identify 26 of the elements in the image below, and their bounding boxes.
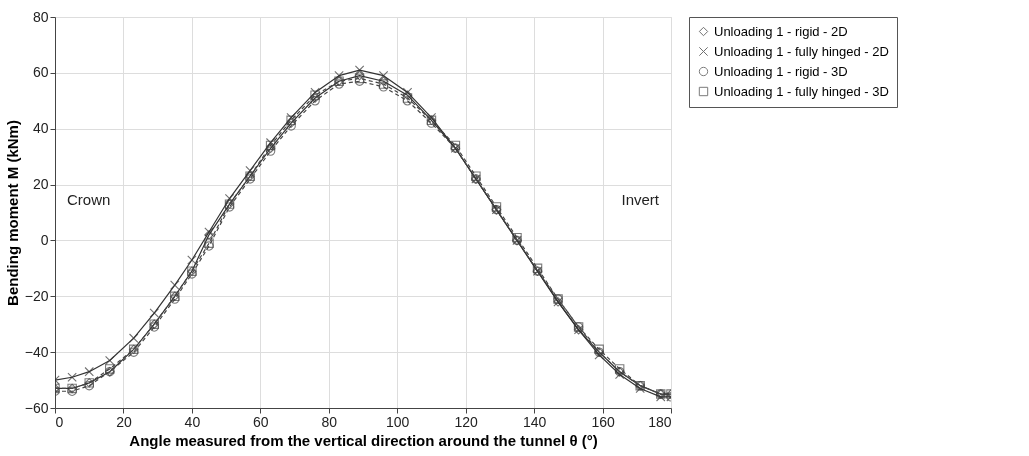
y-tick-label: 60 <box>32 64 49 81</box>
legend-label: Unloading 1 - rigid - 3D <box>714 63 848 79</box>
y-axis-title: Bending moment M (kNm) <box>3 120 21 306</box>
x-tick-label: 100 <box>386 413 410 430</box>
y-tick-label: 20 <box>32 176 49 193</box>
x-tick-label: 0 <box>55 413 64 430</box>
y-tick-label: 40 <box>32 120 49 137</box>
x-tick-label: 60 <box>253 413 269 430</box>
legend-label: Unloading 1 - rigid - 2D <box>714 23 848 39</box>
y-tick-label: −60 <box>24 399 49 416</box>
y-tick-label: −40 <box>24 343 49 360</box>
x-axis-title: Angle measured from the vertical direction around the tunnel θ (°) <box>129 431 598 449</box>
x-tick-label: 160 <box>591 413 615 430</box>
y-tick-label: −20 <box>24 287 49 304</box>
x-tick-label: 20 <box>116 413 132 430</box>
y-tick-label: 80 <box>32 8 49 25</box>
x-tick-label: 40 <box>184 413 201 430</box>
x-tick-label: 120 <box>454 413 479 430</box>
legend-label: Unloading 1 - fully hinged - 3D <box>714 83 889 99</box>
x-tick-label: 80 <box>321 413 338 430</box>
y-tick-label: 0 <box>40 231 49 248</box>
annotation: Crown <box>67 191 111 208</box>
legend-label: Unloading 1 - fully hinged - 2D <box>714 43 889 59</box>
x-tick-label: 180 <box>648 413 672 430</box>
annotation: Invert <box>621 191 660 208</box>
x-tick-label: 140 <box>522 413 547 430</box>
